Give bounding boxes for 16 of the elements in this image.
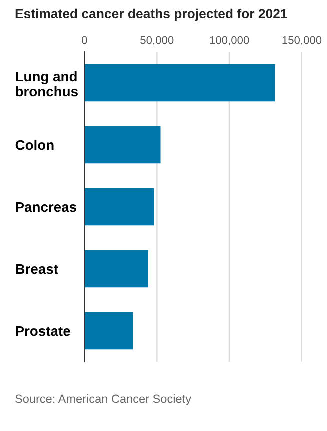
source-note: Source: American Cancer Society — [16, 394, 192, 406]
chart-title: Estimated cancer deaths projected for 2021 — [16, 8, 288, 22]
y-tick-label: Colon — [16, 140, 54, 150]
y-tick-label: Lung and bronchus — [16, 71, 78, 97]
x-tick-label: 50,000 — [140, 36, 174, 46]
bar — [84, 250, 148, 288]
x-tick-label: 0 — [82, 36, 88, 44]
y-tick-label: Breast — [16, 264, 58, 274]
x-tick-label: 150,000 — [282, 36, 322, 46]
x-tick-label: 100,000 — [210, 36, 250, 46]
y-tick-label: Pancreas — [16, 202, 76, 212]
bar — [84, 312, 134, 350]
bar — [84, 64, 276, 102]
bar — [84, 188, 154, 226]
y-tick-label: Prostate — [16, 326, 70, 336]
bar — [84, 126, 161, 164]
